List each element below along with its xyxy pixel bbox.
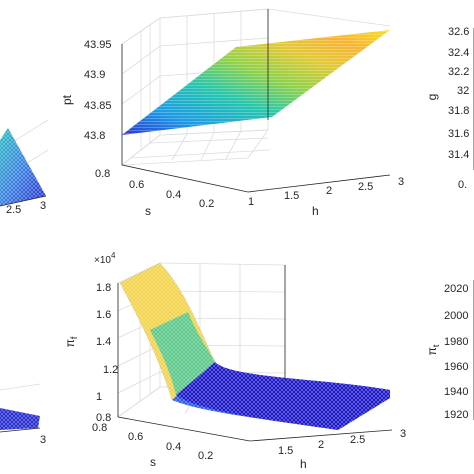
pit-ztick-3: 1980 bbox=[444, 336, 468, 348]
pit-ztick-4: 2000 bbox=[444, 310, 468, 322]
pt-xtick-2: 2 bbox=[326, 185, 332, 197]
pif-ztick-5: 1.8 bbox=[96, 282, 111, 294]
pi-f-zlabel: πf bbox=[63, 336, 79, 347]
panel-center-top: 43.95 43.9 43.85 43.8 pt 0.8 0.6 0.4 0.2… bbox=[60, 8, 404, 218]
left-top-xtick-0: 2.5 bbox=[6, 204, 21, 216]
pt-xlabel: h bbox=[312, 204, 319, 218]
pt-ylabel: s bbox=[145, 204, 151, 218]
pt-ytick-3: 0.8 bbox=[95, 168, 110, 180]
pi-f-surface bbox=[120, 263, 390, 430]
axes-frame-bottom bbox=[117, 265, 393, 442]
pt-zlabel: pt bbox=[60, 94, 74, 105]
pif-ytick-1: 0.4 bbox=[166, 441, 181, 453]
g-zlabel: g bbox=[425, 94, 439, 101]
pi-f-ylabel: s bbox=[150, 455, 156, 469]
pi-t-zlabel: πt bbox=[425, 344, 441, 355]
panel-left-bottom: 3 bbox=[0, 383, 46, 446]
pif-ytick-0: 0.2 bbox=[198, 450, 213, 462]
pi-f-scale: ×104 bbox=[94, 251, 116, 266]
left-top-xtick-1: 3 bbox=[40, 200, 46, 212]
g-ztick-6: 32.6 bbox=[448, 26, 469, 38]
pt-ztick-1: 43.85 bbox=[84, 100, 112, 112]
panel-left-top: 2.5 3 bbox=[0, 119, 49, 216]
pt-ytick-2: 0.6 bbox=[129, 179, 144, 191]
pif-xtick-1: 2 bbox=[318, 439, 324, 451]
pt-xtick-4: 3 bbox=[398, 176, 404, 188]
pt-surface bbox=[122, 30, 390, 135]
pt-xtick-0: 1 bbox=[248, 196, 254, 208]
pit-ztick-1: 1940 bbox=[444, 386, 468, 398]
pif-ytick-3: 0.8 bbox=[92, 422, 107, 434]
pit-ztick-2: 1960 bbox=[444, 361, 468, 373]
pi-t-zlabel-sub: t bbox=[431, 344, 441, 347]
pi-f-scale-exp: 4 bbox=[111, 251, 116, 260]
panel-center-bottom: ×104 1.8 1.6 1.4 1.2 1 0.8 πf 0.8 0.6 0.… bbox=[63, 251, 406, 471]
panel-right-bottom: 2020 2000 1980 1960 1940 1920 πt bbox=[425, 280, 474, 421]
pt-xtick-1: 1.5 bbox=[284, 190, 299, 202]
pi-f-zlabel-symbol: π bbox=[63, 339, 77, 347]
g-ztick-1: 31.6 bbox=[448, 128, 469, 140]
pif-ztick-2: 1.2 bbox=[103, 364, 118, 376]
pif-ztick-1: 1 bbox=[96, 391, 102, 403]
pif-xtick-3: 3 bbox=[400, 428, 406, 440]
pt-ztick-0: 43.8 bbox=[84, 130, 105, 142]
pif-xtick-2: 2.5 bbox=[350, 434, 365, 446]
pit-ztick-0: 1920 bbox=[444, 409, 468, 421]
g-ztick-4: 32.2 bbox=[448, 66, 469, 78]
pif-ztick-4: 1.6 bbox=[96, 309, 111, 321]
g-ztick-3: 32 bbox=[457, 85, 469, 97]
pi-f-xlabel: h bbox=[300, 457, 307, 471]
pt-ztick-3: 43.95 bbox=[84, 39, 112, 51]
left-bottom-xtick-0: 3 bbox=[40, 434, 46, 446]
pif-ztick-0: 0.8 bbox=[96, 412, 111, 424]
g-ztick-5: 32.4 bbox=[448, 47, 469, 59]
g-ztick-0: 31.4 bbox=[448, 149, 469, 161]
pt-ztick-2: 43.9 bbox=[84, 69, 105, 81]
pi-f-scale-base: ×10 bbox=[94, 255, 111, 266]
pi-t-zlabel-symbol: π bbox=[425, 347, 439, 355]
pif-xtick-0: 1.5 bbox=[278, 445, 293, 457]
pt-ytick-1: 0.4 bbox=[166, 189, 181, 201]
pif-ztick-3: 1.4 bbox=[96, 336, 111, 348]
g-ztick-2: 31.8 bbox=[448, 105, 469, 117]
panel-right-top: 32.6 32.4 32.2 32 31.8 31.6 31.4 g 0. bbox=[425, 26, 474, 191]
axes-frame bbox=[121, 9, 391, 193]
pit-ztick-5: 2020 bbox=[444, 283, 468, 295]
g-other-tick: 0. bbox=[458, 179, 467, 191]
pi-f-zlabel-sub: f bbox=[69, 336, 79, 339]
pt-ytick-0: 0.2 bbox=[199, 198, 214, 210]
pif-ytick-2: 0.6 bbox=[128, 431, 143, 443]
pt-xtick-3: 2.5 bbox=[358, 181, 373, 193]
